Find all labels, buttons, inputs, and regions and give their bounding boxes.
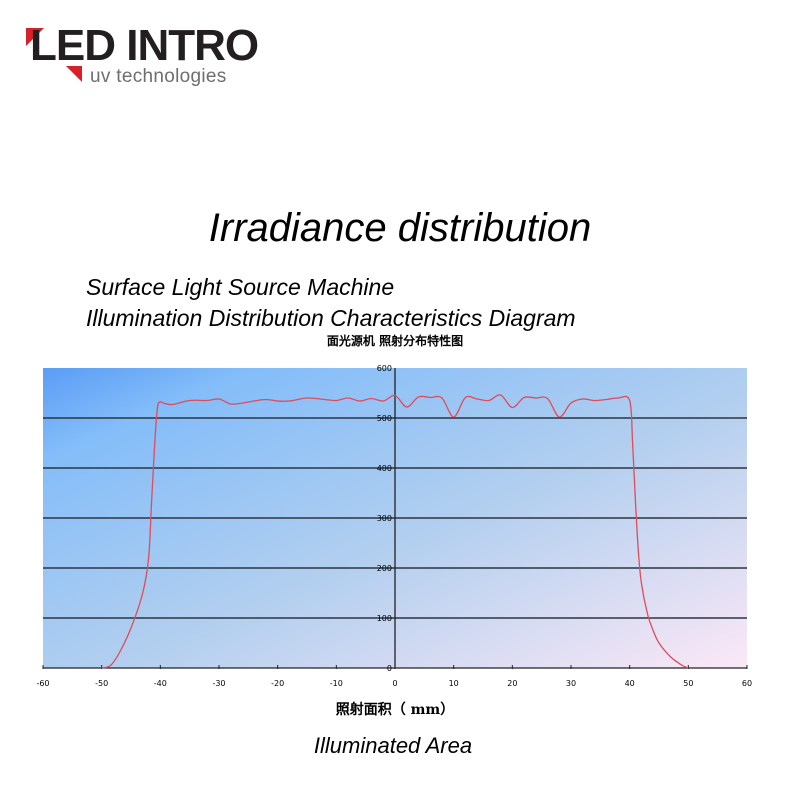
logo-brand: LED INTRO [30, 21, 259, 70]
x-tick-label: 10 [449, 679, 459, 688]
y-tick-label: 300 [377, 514, 392, 523]
y-tick-label: 600 [377, 364, 392, 373]
x-tick-label: 60 [742, 679, 752, 688]
x-tick-label: -40 [154, 679, 167, 688]
chart-title-cn: 面光源机 照射分布特性图 [326, 334, 464, 348]
tick-labels: 0 100 200 300 400 500 600 -60 -50 -40 -30 -20 -10 0 10… [36, 364, 752, 688]
x-tick-label: 50 [683, 679, 693, 688]
logo-accent-triangle [26, 28, 44, 46]
y-tick-label: 400 [377, 464, 392, 473]
x-axis-label-en: Illuminated Area [313, 733, 473, 758]
x-tick-label: 40 [625, 679, 635, 688]
y-tick-label: 200 [377, 564, 392, 573]
irradiance-chart: 0 100 200 300 400 500 600 -60 -50 -40 -30 -20 -10 0 10… [36, 364, 752, 688]
x-tick-label: -10 [330, 679, 343, 688]
logo-tagline: uv technologies [90, 66, 227, 87]
x-tick-label: -60 [36, 679, 49, 688]
x-tick-label: -20 [271, 679, 284, 688]
x-tick-label: 30 [566, 679, 576, 688]
x-tick-label: -50 [95, 679, 108, 688]
subtitle-line-2: Illumination Distribution Characteristic… [86, 305, 576, 331]
subtitle-line-1: Surface Light Source Machine [86, 274, 395, 300]
x-tick-label: -30 [212, 679, 225, 688]
axes [42, 368, 748, 669]
x-tick-label: 0 [392, 679, 397, 688]
y-tick-label: 500 [377, 414, 392, 423]
logo: LED INTRO uv technologies [26, 22, 306, 92]
y-tick-label: 100 [377, 614, 392, 623]
irradiance-line [101, 394, 689, 669]
x-tick-label: 20 [507, 679, 517, 688]
y-tick-label: 0 [387, 664, 392, 673]
x-axis-label-cn: 照射面积（ mm） [335, 702, 455, 718]
main-title: Irradiance distribution [208, 206, 592, 250]
logo-accent-triangle-small [66, 66, 82, 82]
